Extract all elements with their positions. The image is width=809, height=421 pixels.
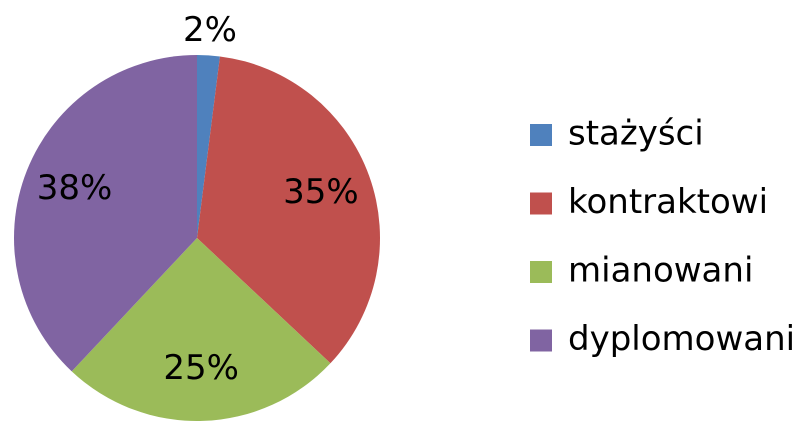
data-label: 38% [37, 168, 113, 208]
pie-slice [197, 56, 380, 364]
legend-swatch [530, 329, 552, 352]
pie-slice [197, 55, 220, 238]
pie-slice [14, 54, 197, 372]
legend-label: kontraktowi [568, 182, 768, 222]
data-label: 35% [283, 172, 359, 212]
legend-label: stażyści [568, 114, 704, 154]
data-label: 2% [183, 10, 237, 50]
data-label: 25% [163, 348, 239, 388]
pie-slice [71, 238, 331, 421]
legend-swatch [530, 192, 552, 215]
legend-label: dyplomowani [568, 319, 795, 359]
legend-swatch [530, 124, 552, 146]
legend-label: mianowani [568, 251, 753, 291]
legend-swatch [530, 261, 552, 283]
